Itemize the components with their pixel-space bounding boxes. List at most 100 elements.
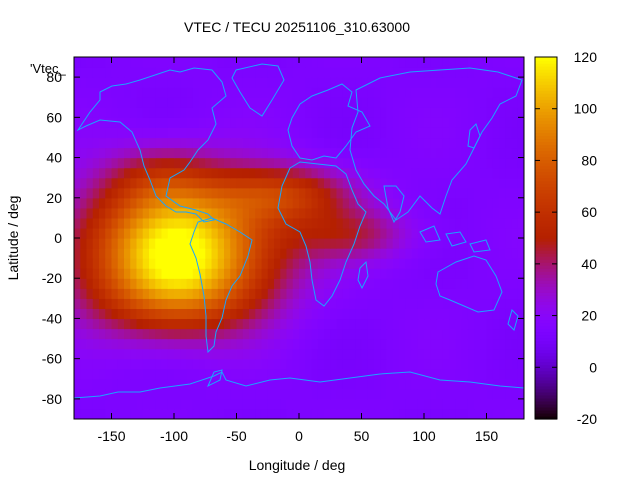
heatmap-cell [411,248,419,259]
heatmap-cell [424,177,431,189]
heatmap-cell [492,187,500,199]
heatmap-cell [367,308,375,320]
heatmap-cell [355,398,363,410]
heatmap-cell [499,268,506,279]
heatmap-cell [249,288,256,299]
heatmap-cell [117,147,125,159]
heatmap-cell [511,157,519,169]
heatmap-cell [274,67,281,78]
heatmap-cell [474,167,481,179]
heatmap-cell [467,408,475,419]
heatmap-cell [155,77,163,88]
heatmap-cell [217,338,225,350]
heatmap-cell [499,248,506,259]
heatmap-cell [242,328,250,340]
heatmap-cell [186,268,194,279]
heatmap-cell [517,358,524,370]
heatmap-cell [305,207,313,219]
heatmap-cell [461,278,469,289]
heatmap-cell [305,57,313,68]
heatmap-cell [405,207,413,219]
colorbar-segment [535,415,557,420]
heatmap-cell [499,77,506,88]
heatmap-cell [449,107,456,118]
heatmap-cell [155,87,163,98]
heatmap-cell [386,298,394,309]
heatmap-cell [417,167,425,179]
heatmap-cell [517,318,524,330]
heatmap-cell [355,288,363,299]
heatmap-cell [286,398,294,410]
heatmap-cell [167,137,175,149]
heatmap-cell [205,197,213,209]
heatmap-cell [317,57,325,68]
heatmap-cell [192,57,200,68]
heatmap-cell [224,408,231,419]
heatmap-cell [417,338,425,350]
heatmap-cell [280,117,288,128]
heatmap-cell [180,157,188,169]
heatmap-cell [92,238,100,249]
heatmap-cell [111,388,119,400]
heatmap-cell [86,278,94,289]
heatmap-cell [255,268,263,279]
heatmap-cell [261,378,269,390]
heatmap-cell [336,217,344,229]
heatmap-cell [342,368,350,380]
heatmap-cell [430,217,438,229]
heatmap-cell [392,77,400,88]
colorbar-segment [535,280,557,284]
heatmap-cell [449,238,456,249]
heatmap-cell [424,238,431,249]
heatmap-cell [224,258,231,269]
heatmap-cell [149,278,156,289]
heatmap-cell [92,157,100,169]
heatmap-cell [161,187,169,199]
heatmap-cell [224,197,231,209]
heatmap-cell [392,378,400,390]
heatmap-cell [486,338,494,350]
colorbar [535,57,557,420]
heatmap-cell [92,217,100,229]
heatmap-cell [342,217,350,229]
heatmap-cell [124,338,131,350]
colorbar-segment [535,183,557,188]
heatmap-cell [105,187,113,199]
heatmap-cell [355,338,363,350]
heatmap-cell [74,107,81,118]
heatmap-cell [267,308,275,320]
heatmap-cell [311,87,319,98]
heatmap-cell [111,258,119,269]
heatmap-cell [336,197,344,209]
heatmap-cell [399,268,406,279]
heatmap-cell [355,388,363,400]
heatmap-cell [355,67,363,78]
heatmap-cell [486,318,494,330]
heatmap-cell [330,217,338,229]
heatmap-cell [349,227,356,239]
heatmap-cell [261,358,269,370]
heatmap-cell [324,227,331,239]
heatmap-cell [349,197,356,209]
heatmap-cell [349,97,356,108]
heatmap-cell [430,378,438,390]
heatmap-cell [324,187,331,199]
heatmap-cell [367,238,375,249]
heatmap-cell [480,67,488,78]
y-tick-label: -60 [42,351,62,367]
heatmap-cell [192,137,200,149]
heatmap-cell [511,207,519,219]
colorbar-segment [535,274,557,278]
heatmap-cell [480,328,488,340]
heatmap-cell [430,87,438,98]
heatmap-cell [374,67,381,78]
heatmap-cell [199,147,206,159]
heatmap-cell [324,77,331,88]
heatmap-cell [511,378,519,390]
heatmap-cell [430,227,438,239]
heatmap-cell [299,338,306,350]
heatmap-cell [142,177,150,189]
heatmap-cell [161,57,169,68]
heatmap-cell [424,278,431,289]
heatmap-cell [361,127,369,139]
